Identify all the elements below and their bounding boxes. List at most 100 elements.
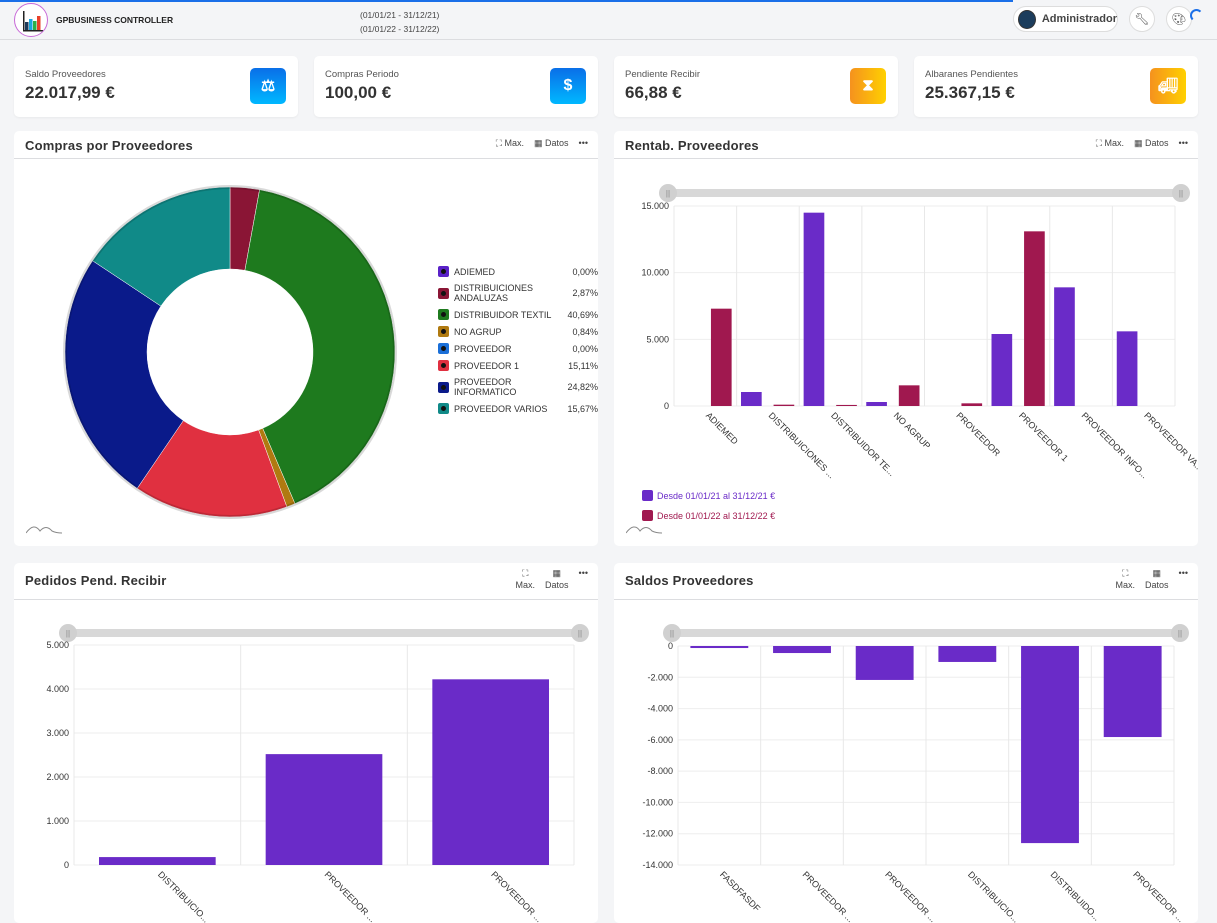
bar[interactable]: [773, 646, 831, 654]
donut-slice[interactable]: [244, 189, 396, 505]
y-tick-label: 0: [64, 860, 69, 870]
x-tick-label: PROVEEDOR 1: [1017, 410, 1070, 463]
rentab-bar-chart: || || 0 5.000 10.000 15.000 ADIEMED DISTRIBUICI…: [641, 184, 1198, 480]
x-tick-label: DISTRIBUIDO...: [1049, 869, 1102, 922]
bar[interactable]: [855, 646, 914, 680]
y-tick-label: 1.000: [46, 816, 69, 826]
more-options-button[interactable]: •••: [578, 568, 588, 578]
legend-item[interactable]: PROVEEDOR 1 15,11%: [438, 360, 598, 371]
bar[interactable]: [1021, 646, 1079, 844]
theme-button[interactable]: 🎨︎: [1166, 6, 1192, 32]
chart-type-icon[interactable]: [626, 522, 662, 534]
kpi-albaranes-pendientes[interactable]: Albaranes Pendientes 25.367,15 € 🚚︎: [914, 56, 1198, 117]
y-tick-label: 10.000: [641, 268, 669, 278]
x-tick-label: PROVEEDOR ...: [883, 869, 938, 923]
data-button[interactable]: ▦ Datos: [545, 568, 569, 590]
range-slider-handle[interactable]: [1172, 184, 1190, 202]
legend-value: 0,84%: [572, 326, 598, 337]
bar[interactable]: [836, 404, 857, 406]
user-menu-button[interactable]: Administrador: [1013, 6, 1118, 32]
legend-item[interactable]: PROVEEDOR INFORMATICO 24,82%: [438, 377, 598, 397]
balance-scale-icon: ⚖︎: [250, 68, 286, 104]
user-avatar-icon: [1018, 9, 1036, 29]
wrench-icon: 🔧︎: [1134, 12, 1150, 26]
maximize-button[interactable]: ⛶ Max.: [1095, 138, 1125, 148]
more-options-button[interactable]: •••: [1178, 138, 1188, 148]
kpi-label: Pendiente Recibir: [625, 69, 700, 80]
maximize-button[interactable]: ⛶ Max.: [495, 138, 525, 148]
bar[interactable]: [773, 404, 795, 406]
legend-swatch: [438, 309, 449, 320]
legend-item[interactable]: DISTRIBUIDOR TEXTIL 40,69%: [438, 309, 598, 320]
x-tick-label: PROVEEDOR VA...: [1142, 410, 1198, 473]
legend-label: ADIEMED: [454, 266, 496, 277]
legend-label: DISTRIBUICIONES ANDALUZAS: [454, 283, 534, 303]
bar[interactable]: [1054, 287, 1075, 406]
legend-item[interactable]: NO AGRUP 0,84%: [438, 326, 598, 337]
range-slider-handle[interactable]: [663, 624, 681, 642]
legend-value: 15,67%: [567, 403, 598, 414]
bar[interactable]: [265, 754, 383, 865]
legend-swatch: [438, 360, 449, 371]
maximize-button[interactable]: ⛶ Max.: [515, 568, 536, 590]
donut-slice[interactable]: [92, 186, 231, 307]
legend-item[interactable]: PROVEEDOR VARIOS 15,67%: [438, 403, 598, 414]
bar[interactable]: [741, 392, 762, 406]
range-slider-handle[interactable]: [1171, 624, 1189, 642]
data-button[interactable]: ▦ Datos: [1134, 138, 1169, 148]
panel-title: Pedidos Pend. Recibir: [25, 573, 167, 588]
kpi-pendiente-recibir[interactable]: Pendiente Recibir 66,88 € ⧗: [614, 56, 898, 117]
x-tick-label: DISTRIBUIDOR TE...: [829, 410, 897, 478]
data-button[interactable]: ▦ Datos: [1145, 568, 1169, 590]
donut-slice[interactable]: [64, 260, 184, 489]
kpi-label: Compras Periodo: [325, 69, 399, 80]
legend-label: PROVEEDOR INFORMATICO: [454, 377, 517, 397]
settings-button[interactable]: 🔧︎: [1129, 6, 1155, 32]
bar[interactable]: [1116, 331, 1138, 406]
legend-item[interactable]: PROVEEDOR 0,00%: [438, 343, 598, 354]
x-tick-label: PROVEEDOR ...: [323, 869, 378, 923]
chart-type-icon[interactable]: [26, 522, 62, 534]
maximize-button[interactable]: ⛶ Max.: [1115, 568, 1136, 590]
range-slider-track: [70, 629, 578, 637]
legend-item[interactable]: ADIEMED 0,00%: [438, 266, 598, 277]
range-slider-handle[interactable]: [659, 184, 677, 202]
legend-series-2[interactable]: Desde 01/01/22 al 31/12/22 €: [642, 510, 775, 521]
more-options-button[interactable]: •••: [1178, 568, 1188, 578]
range-slider-handle[interactable]: [571, 624, 589, 642]
bar[interactable]: [710, 308, 732, 406]
legend-swatch: [438, 343, 449, 354]
legend-label: PROVEEDOR VARIOS: [454, 403, 548, 414]
bar[interactable]: [991, 334, 1013, 406]
y-tick-label: -14.000: [642, 860, 673, 870]
legend-series-1[interactable]: Desde 01/01/21 al 31/12/21 €: [642, 490, 775, 501]
bar[interactable]: [690, 646, 749, 649]
bar[interactable]: [1103, 646, 1162, 738]
legend-value: 2,87%: [572, 288, 598, 298]
y-tick-label: 2.000: [46, 772, 69, 782]
kpi-saldo-proveedores[interactable]: Saldo Proveedores 22.017,99 € ⚖︎: [14, 56, 298, 117]
bar[interactable]: [99, 857, 216, 865]
more-options-button[interactable]: •••: [578, 138, 588, 148]
kpi-compras-periodo[interactable]: Compras Periodo 100,00 € $: [314, 56, 598, 117]
bar[interactable]: [432, 679, 549, 865]
data-button[interactable]: ▦ Datos: [534, 138, 569, 148]
panel-title: Saldos Proveedores: [625, 573, 754, 588]
loading-spinner: [1190, 9, 1203, 22]
bar[interactable]: [803, 212, 825, 406]
y-tick-label: 5.000: [46, 640, 69, 650]
legend-value: 0,00%: [572, 266, 598, 277]
legend-item[interactable]: DISTRIBUICIONES ANDALUZAS 2,87%: [438, 283, 598, 303]
y-tick-label: 3.000: [46, 728, 69, 738]
bar[interactable]: [866, 402, 887, 406]
panel-pedidos-pend-recibir: Pedidos Pend. Recibir ⛶ Max. ▦ Datos ••• |…: [14, 563, 598, 923]
bar[interactable]: [1024, 231, 1045, 406]
legend-swatch: [438, 403, 449, 414]
bar[interactable]: [898, 385, 920, 406]
logo[interactable]: [14, 3, 48, 37]
x-tick-label: PROVEEDOR ...: [801, 869, 856, 923]
bar[interactable]: [961, 403, 983, 406]
legend-label: DISTRIBUIDOR TEXTIL: [454, 309, 552, 320]
bar[interactable]: [938, 646, 997, 662]
range-slider-handle[interactable]: [59, 624, 77, 642]
